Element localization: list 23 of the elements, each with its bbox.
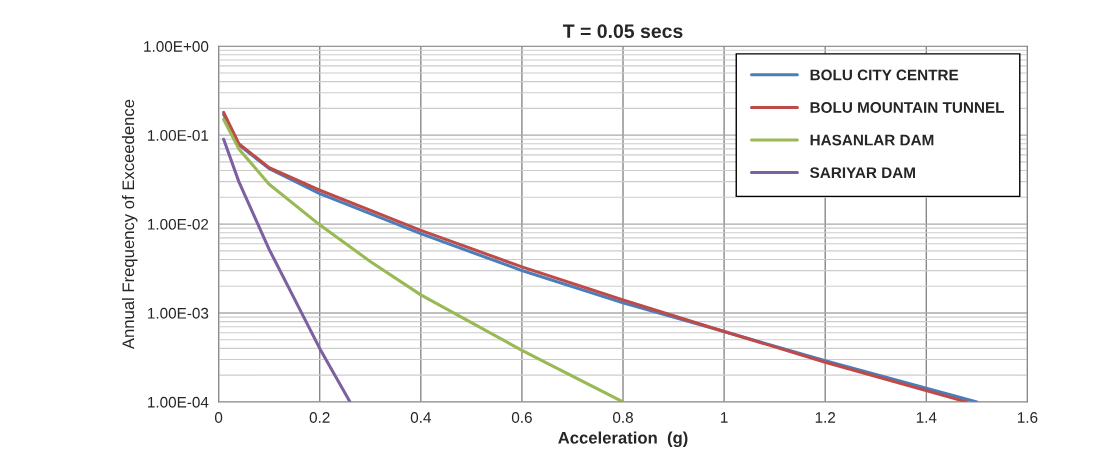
x-tick-label: 0.8 xyxy=(612,412,633,423)
y-axis-title: Annual Frequency of Exceedence xyxy=(121,99,138,350)
legend-label: BOLU MOUNTAIN TUNNEL xyxy=(810,102,1005,113)
chart-title: T = 0.05 secs xyxy=(562,24,683,39)
x-tick-label: 1.2 xyxy=(815,412,836,423)
x-tick-label: 0.4 xyxy=(410,412,431,423)
legend-label: BOLU CITY CENTRE xyxy=(810,69,959,81)
legend-label: SARIYAR DAM xyxy=(810,167,915,179)
x-tick-label: 1.6 xyxy=(1017,412,1038,423)
y-tick-label: 1.00E+00 xyxy=(144,41,209,52)
y-tick-label: 1.00E-01 xyxy=(148,130,209,141)
y-tick-label: 1.00E-03 xyxy=(148,307,209,319)
legend-label: HASANLAR DAM xyxy=(810,134,934,146)
line-series xyxy=(222,117,625,402)
y-tick-label: 1.00E-02 xyxy=(148,218,209,230)
line-series xyxy=(222,137,352,402)
x-tick-label: 0 xyxy=(214,412,223,423)
x-axis-title: Acceleration (g) xyxy=(558,431,688,448)
x-tick-label: 0.2 xyxy=(309,412,330,423)
x-tick-label: 1 xyxy=(721,412,728,423)
x-tick-label: 0.6 xyxy=(511,412,532,423)
x-tick-label: 1.4 xyxy=(916,412,937,423)
y-tick-label: 1.00E-04 xyxy=(148,396,209,408)
